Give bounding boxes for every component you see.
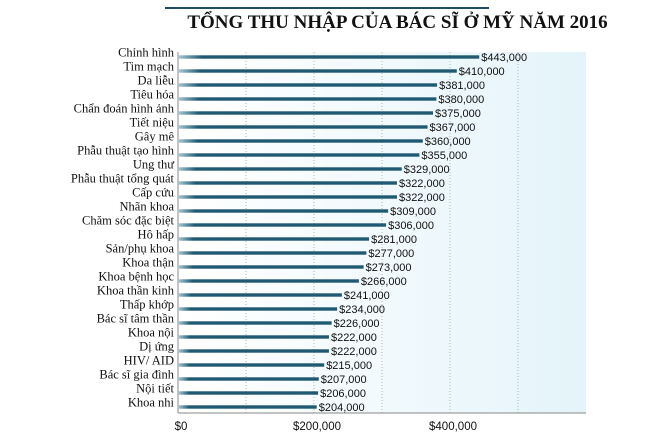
bar bbox=[178, 237, 370, 241]
bar bbox=[178, 223, 387, 227]
data-label: $322,000 bbox=[399, 178, 445, 190]
bar bbox=[178, 167, 402, 171]
category-label: Dị ứng bbox=[139, 340, 175, 354]
category-label: Chẩn đoán hình ảnh bbox=[74, 102, 175, 116]
data-label: $306,000 bbox=[388, 220, 434, 232]
data-label: $443,000 bbox=[481, 52, 527, 64]
bar bbox=[178, 181, 397, 185]
category-label: Bác sĩ tâm thần bbox=[97, 312, 175, 326]
data-label: $322,000 bbox=[399, 192, 445, 204]
data-label: $381,000 bbox=[439, 80, 485, 92]
data-label: $207,000 bbox=[321, 374, 367, 386]
bar bbox=[178, 195, 397, 199]
x-tick-label: $200,000 bbox=[293, 421, 341, 433]
bar bbox=[178, 83, 438, 87]
data-label: $204,000 bbox=[319, 402, 365, 414]
bar bbox=[178, 209, 389, 213]
bar bbox=[178, 153, 420, 157]
bar bbox=[178, 97, 437, 101]
data-label: $215,000 bbox=[326, 360, 372, 372]
category-label: Cấp cứu bbox=[132, 186, 175, 200]
bar bbox=[178, 307, 338, 311]
category-label: Nhãn khoa bbox=[120, 200, 175, 214]
bar bbox=[178, 405, 317, 409]
bar bbox=[178, 125, 428, 129]
data-label: $222,000 bbox=[331, 332, 377, 344]
bar bbox=[178, 363, 325, 367]
category-label: Da liễu bbox=[138, 74, 175, 88]
bar bbox=[178, 265, 364, 269]
data-label: $206,000 bbox=[320, 388, 366, 400]
x-tick-label: $0 bbox=[175, 421, 188, 433]
data-label: $241,000 bbox=[344, 290, 390, 302]
category-label: Khoa nhi bbox=[128, 396, 175, 410]
category-label: Chăm sóc đặc biệt bbox=[82, 214, 175, 228]
bar bbox=[178, 321, 332, 325]
bar bbox=[178, 377, 319, 381]
category-label: Khoa thần kinh bbox=[97, 284, 175, 298]
data-label: $410,000 bbox=[459, 66, 505, 78]
bar bbox=[178, 139, 423, 143]
data-label: $355,000 bbox=[421, 150, 467, 162]
category-label: Hô hấp bbox=[138, 228, 174, 242]
category-label: Khoa thận bbox=[122, 256, 174, 270]
chart-title: TỔNG THU NHẬP CỦA BÁC SĨ Ở MỸ NĂM 2016 bbox=[187, 12, 608, 33]
category-label: HIV/ AID bbox=[124, 354, 174, 368]
category-label: Khoa bệnh học bbox=[98, 270, 174, 284]
bar bbox=[178, 55, 480, 59]
category-label: Bác sĩ gia đình bbox=[99, 368, 174, 382]
title-rule bbox=[165, 7, 489, 9]
category-label: Phẫu thuật tổng quát bbox=[71, 172, 175, 186]
bar bbox=[178, 69, 457, 73]
category-label: Tiết niệu bbox=[130, 116, 175, 130]
category-label: Ung thư bbox=[133, 158, 175, 172]
category-label: Chỉnh hình bbox=[118, 46, 175, 60]
bar bbox=[178, 335, 329, 339]
bar bbox=[178, 111, 433, 115]
category-label: Gây mê bbox=[135, 130, 175, 144]
data-label: $222,000 bbox=[331, 346, 377, 358]
data-label: $273,000 bbox=[366, 262, 412, 274]
bar bbox=[178, 293, 342, 297]
data-label: $367,000 bbox=[430, 122, 476, 134]
bar bbox=[178, 349, 329, 353]
data-label: $234,000 bbox=[339, 304, 385, 316]
data-label: $277,000 bbox=[368, 248, 414, 260]
category-label: Phẫu thuật tạo hình bbox=[77, 144, 175, 158]
data-label: $329,000 bbox=[404, 164, 450, 176]
bar bbox=[178, 279, 359, 283]
data-label: $266,000 bbox=[361, 276, 407, 288]
bar bbox=[178, 391, 319, 395]
category-label: Tiêu hóa bbox=[130, 88, 174, 102]
data-label: $309,000 bbox=[390, 206, 436, 218]
data-label: $375,000 bbox=[435, 108, 481, 120]
category-label: Tim mạch bbox=[123, 60, 174, 74]
x-tick-label: $400,000 bbox=[429, 421, 477, 433]
data-label: $226,000 bbox=[334, 318, 380, 330]
data-label: $380,000 bbox=[438, 94, 484, 106]
category-label: Thấp khớp bbox=[120, 298, 174, 312]
category-label: Sản/phụ khoa bbox=[106, 242, 175, 256]
bar bbox=[178, 251, 367, 255]
data-label: $281,000 bbox=[371, 234, 417, 246]
category-label: Khoa nội bbox=[128, 326, 175, 340]
category-label: Nội tiết bbox=[136, 382, 174, 396]
data-label: $360,000 bbox=[425, 136, 471, 148]
